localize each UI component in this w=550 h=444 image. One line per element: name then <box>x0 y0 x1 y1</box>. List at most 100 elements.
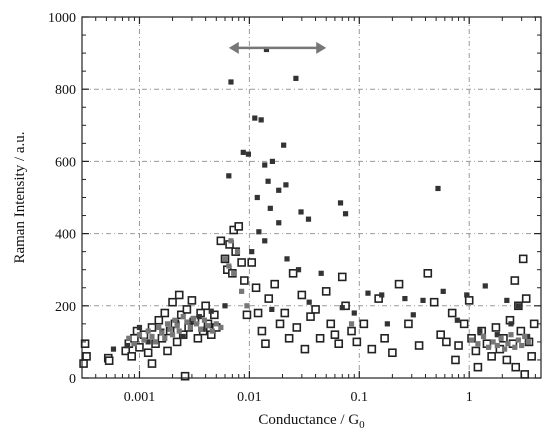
open-square-point <box>253 308 263 318</box>
y-tick-label: 1000 <box>48 11 76 26</box>
gray-square-point <box>126 335 132 341</box>
gray-square-point <box>522 333 528 340</box>
open-square-point <box>193 333 203 343</box>
open-square-point <box>264 294 274 303</box>
dark-square-point <box>525 333 531 340</box>
dark-square-point <box>258 117 264 123</box>
open-square-point <box>311 305 320 314</box>
gray-square-point <box>176 328 182 334</box>
gray-square-point <box>141 337 147 343</box>
open-square-point <box>257 326 267 336</box>
open-square-point <box>297 290 307 300</box>
open-square-point <box>147 323 157 332</box>
open-square-point <box>284 333 294 343</box>
dark-square-point <box>410 312 416 318</box>
dark-square-point <box>464 292 470 298</box>
open-square-point <box>404 319 413 329</box>
open-square-point <box>154 315 164 325</box>
dark-square-point <box>515 303 521 309</box>
gray-square-point <box>475 341 481 347</box>
gray-square-point <box>198 326 204 332</box>
dark-square-point <box>494 332 500 338</box>
open-square-point <box>270 279 280 289</box>
dark-square-point <box>508 321 514 327</box>
open-square-point <box>423 269 433 278</box>
dark-square-point <box>256 229 262 235</box>
gray-square-point <box>218 324 224 331</box>
dark-square-point <box>402 295 408 302</box>
gray-square-point <box>222 256 228 262</box>
dark-square-point <box>420 297 426 303</box>
open-square-point <box>210 310 219 320</box>
open-square-point <box>147 359 157 368</box>
gray-square-point <box>498 335 504 341</box>
dark-square-point <box>252 115 258 121</box>
y-tick-label: 200 <box>55 300 76 315</box>
gray-square-point <box>519 342 525 349</box>
open-square-point <box>247 258 257 267</box>
dark-square-point <box>504 297 510 303</box>
dark-square-point <box>293 75 299 81</box>
open-square-point <box>516 326 526 336</box>
open-square-point <box>487 352 496 361</box>
open-square-point <box>502 355 512 365</box>
open-square-point <box>172 337 182 347</box>
dark-square-point <box>263 46 270 53</box>
open-square-point <box>300 344 310 354</box>
open-square-point <box>326 319 336 329</box>
open-square-point <box>442 337 451 347</box>
open-square-point <box>315 333 325 343</box>
open-square-point <box>352 337 362 347</box>
open-square-point <box>510 276 520 285</box>
arrow-head-right <box>316 41 327 54</box>
open-square-point <box>187 296 197 305</box>
dark-square-point <box>226 173 232 179</box>
open-square-point <box>82 352 91 361</box>
gray-square-point <box>152 339 159 345</box>
gray-square-point <box>164 321 171 327</box>
open-square-point <box>160 308 170 318</box>
gray-square-point <box>525 339 531 345</box>
dark-square-point <box>342 211 349 217</box>
dark-square-point <box>265 178 271 184</box>
gray-square-point <box>213 321 219 327</box>
gray-square-point <box>136 332 143 338</box>
axis-ticks <box>81 16 541 379</box>
open-square-point <box>464 296 474 305</box>
open-square-point <box>414 341 424 350</box>
y-axis-title: Raman Intensity / a.u. <box>12 131 28 263</box>
open-square-point <box>518 254 528 264</box>
open-square-point <box>520 370 530 379</box>
annotation <box>228 41 327 54</box>
gray-square-point <box>190 315 197 322</box>
dark-square-point <box>351 310 357 316</box>
dark-square-point <box>145 339 151 345</box>
dark-square-point <box>245 151 252 157</box>
gray-square-point <box>231 270 237 276</box>
open-square-point <box>429 297 439 307</box>
gray-square-point <box>480 333 487 340</box>
open-square-point <box>527 352 536 361</box>
open-square-point <box>394 279 404 289</box>
x-tick-labels: 0.001 0.01 0.1 1 <box>124 390 473 405</box>
dark-square-point <box>454 317 460 323</box>
open-square-point <box>334 339 344 349</box>
open-square-point <box>511 362 521 372</box>
open-square-point <box>180 371 190 381</box>
dark-square-point <box>477 328 483 334</box>
dark-square-point <box>269 306 275 313</box>
dark-square-point <box>365 290 371 296</box>
dark-square-point <box>435 185 441 192</box>
open-square-point <box>529 319 539 329</box>
gray-square-point <box>468 337 475 343</box>
dark-square-point <box>262 238 268 244</box>
open-square-point <box>251 283 261 293</box>
dark-square-point <box>482 283 488 289</box>
gray-square-point <box>167 326 173 332</box>
dark-square-point <box>196 314 202 320</box>
gray-square-point <box>149 333 155 340</box>
gray-square-point <box>234 249 241 255</box>
gray-square-point <box>174 323 180 329</box>
arrow-head-left <box>228 41 239 54</box>
dark-square-point <box>269 158 276 164</box>
